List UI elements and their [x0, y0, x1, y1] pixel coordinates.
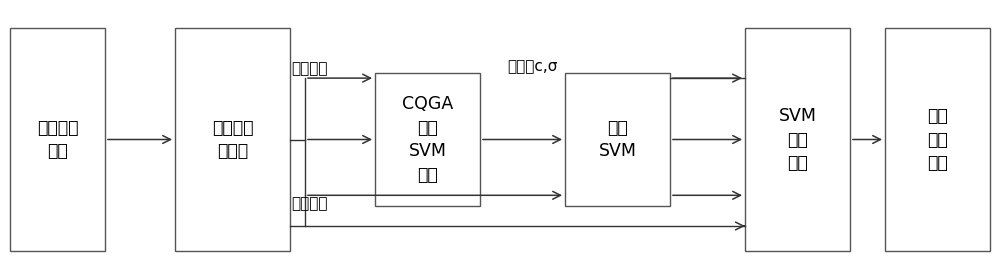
Bar: [375, 73, 480, 206]
Text: 优化的c,σ: 优化的c,σ: [508, 59, 558, 74]
Text: 无量纲指
标计算: 无量纲指 标计算: [212, 119, 253, 160]
Text: 输出
诊断
结果: 输出 诊断 结果: [927, 107, 948, 172]
Bar: [10, 28, 105, 251]
Bar: [885, 28, 990, 251]
Bar: [745, 28, 850, 251]
Text: 测试样本: 测试样本: [292, 196, 328, 211]
Text: SVM
故障
诊断: SVM 故障 诊断: [778, 107, 816, 172]
Bar: [175, 28, 290, 251]
Text: CQGA
优化
SVM
参数: CQGA 优化 SVM 参数: [402, 95, 453, 184]
Text: 振动信号
采集: 振动信号 采集: [37, 119, 78, 160]
Text: 训练样本: 训练样本: [292, 61, 328, 76]
Text: 训练
SVM: 训练 SVM: [598, 119, 636, 160]
Bar: [565, 73, 670, 206]
